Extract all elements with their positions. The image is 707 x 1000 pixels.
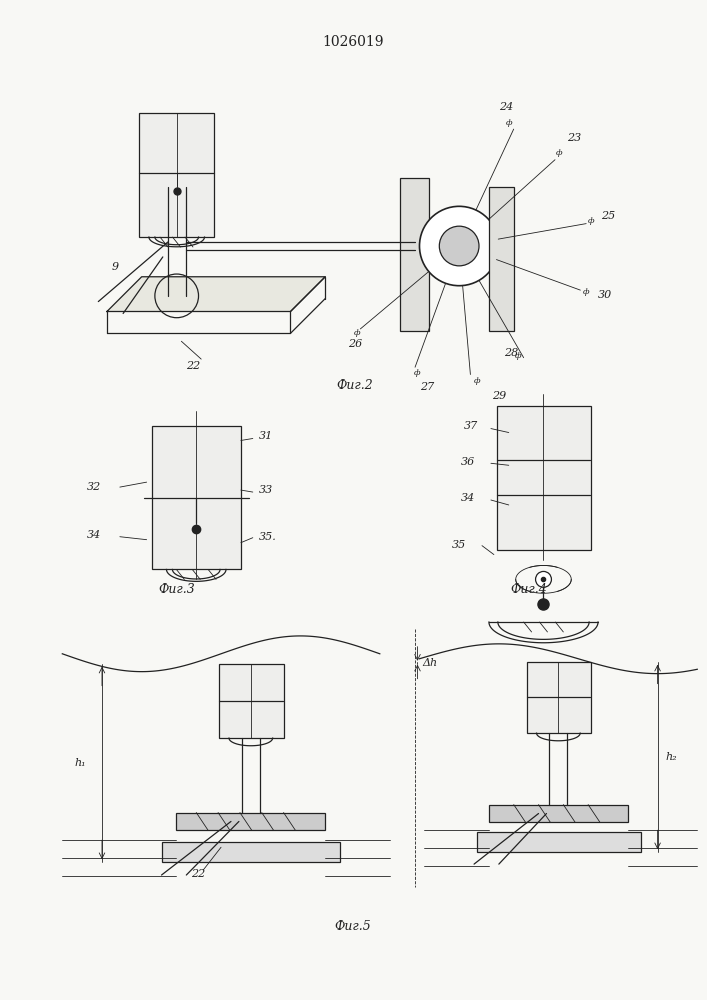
Text: 28: 28 — [504, 348, 518, 358]
Circle shape — [419, 206, 499, 286]
Polygon shape — [107, 277, 325, 311]
Text: 26: 26 — [349, 339, 363, 349]
Text: 1026019: 1026019 — [322, 35, 384, 49]
Text: 33: 33 — [259, 485, 273, 495]
Text: h₁: h₁ — [74, 758, 86, 768]
Bar — [497, 406, 591, 550]
Text: ф: ф — [474, 377, 480, 385]
Text: 32: 32 — [87, 482, 101, 492]
Text: 30: 30 — [598, 290, 612, 300]
Text: ф: ф — [506, 119, 513, 127]
Bar — [219, 664, 284, 738]
Bar — [399, 178, 429, 331]
Circle shape — [536, 571, 551, 587]
Text: 22: 22 — [192, 869, 206, 879]
Text: Δh: Δh — [423, 658, 438, 668]
Text: 34: 34 — [461, 493, 475, 503]
Text: 37: 37 — [464, 421, 479, 431]
Text: Фиг.5: Фиг.5 — [334, 920, 371, 933]
Text: Фиг.4: Фиг.4 — [510, 583, 547, 596]
Bar — [151, 426, 241, 569]
Bar — [489, 187, 514, 331]
Text: 35: 35 — [452, 540, 467, 550]
Text: 9: 9 — [112, 262, 119, 272]
Text: ф: ф — [583, 288, 589, 296]
Text: 36: 36 — [461, 457, 475, 467]
Text: 24: 24 — [499, 102, 513, 112]
Text: Фиг.2: Фиг.2 — [337, 379, 373, 392]
Text: 31: 31 — [259, 431, 273, 441]
Text: 35.: 35. — [259, 532, 276, 542]
Text: ф: ф — [588, 217, 594, 225]
Text: 29: 29 — [492, 391, 506, 401]
Bar — [477, 832, 641, 852]
Text: ф: ф — [414, 369, 420, 377]
Bar — [527, 662, 591, 733]
Bar — [177, 813, 325, 830]
Text: 25: 25 — [601, 211, 615, 221]
Text: ф: ф — [555, 149, 562, 157]
Text: 27: 27 — [420, 382, 434, 392]
Text: 34: 34 — [87, 530, 101, 540]
Text: Фиг.3: Фиг.3 — [158, 583, 194, 596]
Text: h₂: h₂ — [665, 752, 677, 762]
Bar — [139, 113, 214, 237]
Text: ф: ф — [354, 329, 360, 337]
Text: 23: 23 — [567, 133, 581, 143]
Circle shape — [439, 226, 479, 266]
Text: ф: ф — [515, 352, 521, 360]
Text: 22: 22 — [187, 361, 201, 371]
Bar — [489, 805, 628, 822]
Bar — [161, 842, 340, 862]
